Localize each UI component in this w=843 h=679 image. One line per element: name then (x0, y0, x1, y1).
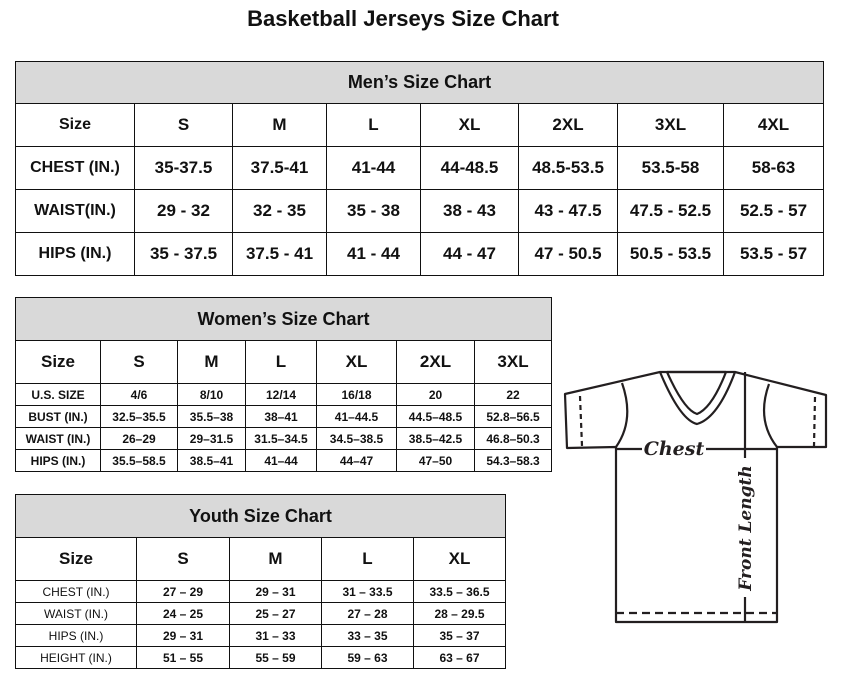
table-cell: 44.5–48.5 (396, 405, 475, 428)
table-cell: 48.5-53.5 (518, 146, 618, 190)
table-cell: 47 - 50.5 (518, 232, 618, 276)
youth-size-table: Youth Size Chart Size S M L XL CHEST (IN.) 27 … (14, 494, 507, 669)
table-row: WAIST (IN.) 26–29 29–31.5 31.5–34.5 34.5–38.… (15, 427, 553, 450)
table-cell: 27 – 29 (136, 580, 230, 603)
table-row: WAIST(IN.) 29 - 32 32 - 35 35 - 38 38 - 43 43… (15, 189, 824, 233)
table-cell: L (245, 340, 317, 384)
table-cell: L (321, 537, 414, 581)
womens-size-table: Women’s Size Chart Size S M L XL 2XL 3XL U.S. S… (14, 297, 553, 472)
table-cell: 53.5 - 57 (723, 232, 824, 276)
table-cell: M (229, 537, 322, 581)
table-cell: 35.5–38 (177, 405, 246, 428)
table-cell: 52.8–56.5 (473, 405, 553, 428)
row-label: CHEST (IN.) (15, 146, 135, 190)
table-cell: 2XL (396, 340, 475, 384)
chest-label: Chest (644, 438, 705, 460)
table-cell: 3XL (617, 103, 724, 147)
mens-table-title: Men’s Size Chart (15, 61, 824, 104)
table-row: HEIGHT (IN.) 51 – 55 55 – 59 59 – 63 63 – 67 (15, 646, 507, 669)
table-row: Size S M L XL (15, 537, 507, 581)
row-label: BUST (IN.) (15, 405, 101, 428)
table-cell: 41–44 (245, 449, 317, 472)
table-cell: XL (420, 103, 519, 147)
table-cell: 28 – 29.5 (412, 602, 507, 625)
table-cell: 29 – 31 (136, 624, 230, 647)
table-cell: 63 – 67 (412, 646, 507, 669)
table-cell: S (136, 537, 230, 581)
table-cell: 52.5 - 57 (723, 189, 824, 233)
row-label: WAIST (IN.) (15, 602, 137, 625)
table-cell: 44-48.5 (420, 146, 519, 190)
row-label: HIPS (IN.) (15, 449, 101, 472)
table-cell: 37.5 - 41 (232, 232, 327, 276)
table-cell: 33.5 – 36.5 (412, 580, 507, 603)
table-cell: 32 - 35 (232, 189, 327, 233)
table-row: WAIST (IN.) 24 – 25 25 – 27 27 – 28 28 – 29.… (15, 602, 507, 625)
row-label: Size (15, 537, 137, 581)
table-cell: 38.5–42.5 (396, 427, 475, 450)
table-cell: M (232, 103, 327, 147)
row-label: HEIGHT (IN.) (15, 646, 137, 669)
row-label: HIPS (IN.) (15, 232, 135, 276)
table-cell: 35 - 38 (326, 189, 421, 233)
front-length-label: Front Length (736, 465, 756, 591)
table-row: BUST (IN.) 32.5–35.5 35.5–38 38–41 41–44.5 44… (15, 405, 553, 428)
table-row: HIPS (IN.) 35.5–58.5 38.5–41 41–44 44–47 47–5… (15, 449, 553, 472)
table-cell: 47–50 (396, 449, 475, 472)
table-row: Size S M L XL 2XL 3XL (15, 340, 553, 384)
table-cell: 46.8–50.3 (473, 427, 553, 450)
jersey-outline-icon (563, 370, 828, 624)
youth-table-title: Youth Size Chart (14, 494, 507, 538)
table-cell: 31 – 33 (229, 624, 322, 647)
table-cell: 41 - 44 (326, 232, 421, 276)
table-row: CHEST (IN.) 27 – 29 29 – 31 31 – 33.5 33.5 –… (15, 580, 507, 603)
table-cell: S (134, 103, 233, 147)
table-cell: 34.5–38.5 (316, 427, 397, 450)
table-cell: 41-44 (326, 146, 421, 190)
table-row: CHEST (IN.) 35-37.5 37.5-41 41-44 44-48.5 48.… (15, 146, 824, 190)
table-cell: L (326, 103, 421, 147)
table-cell: 33 – 35 (321, 624, 414, 647)
table-cell: 29–31.5 (177, 427, 246, 450)
table-cell: 51 – 55 (136, 646, 230, 669)
table-cell: 38.5–41 (177, 449, 246, 472)
table-cell: 31.5–34.5 (245, 427, 317, 450)
table-row: U.S. SIZE 4/6 8/10 12/14 16/18 20 22 (15, 383, 553, 406)
table-cell: 58-63 (723, 146, 824, 190)
table-cell: 53.5-58 (617, 146, 724, 190)
table-cell: 38–41 (245, 405, 317, 428)
mens-size-table: Men’s Size Chart Size S M L XL 2XL 3XL 4XL CHEST… (15, 61, 824, 276)
table-cell: 43 - 47.5 (518, 189, 618, 233)
table-cell: 26–29 (100, 427, 178, 450)
table-row: Size S M L XL 2XL 3XL 4XL (15, 103, 824, 147)
table-cell: 38 - 43 (420, 189, 519, 233)
table-cell: 35 - 37.5 (134, 232, 233, 276)
page-title: Basketball Jerseys Size Chart (247, 6, 559, 31)
row-label: WAIST(IN.) (15, 189, 135, 233)
table-cell: 24 – 25 (136, 602, 230, 625)
table-row: HIPS (IN.) 35 - 37.5 37.5 - 41 41 - 44 44 - … (15, 232, 824, 276)
table-cell: 59 – 63 (321, 646, 414, 669)
table-cell: 54.3–58.3 (473, 449, 553, 472)
table-cell: XL (412, 537, 507, 581)
table-cell: 25 – 27 (229, 602, 322, 625)
table-cell: 2XL (518, 103, 618, 147)
table-cell: 55 – 59 (229, 646, 322, 669)
row-label: Size (15, 340, 101, 384)
